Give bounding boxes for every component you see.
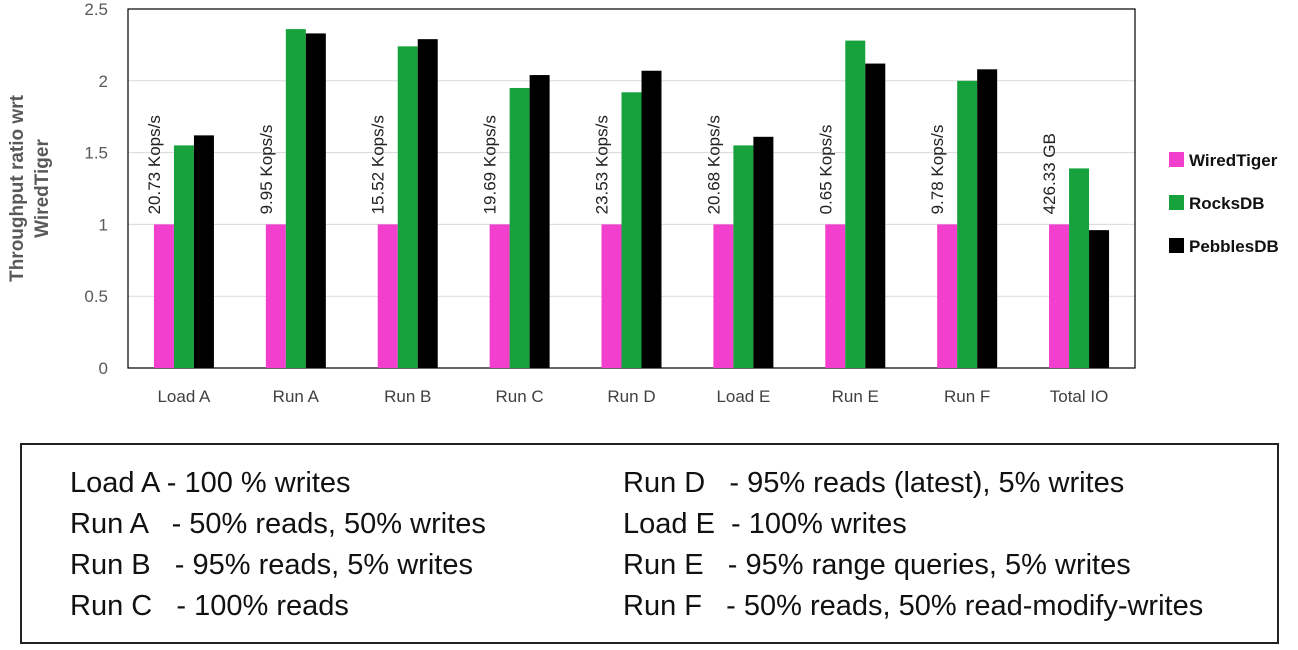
legend-swatch	[1169, 152, 1184, 167]
bar-wiredtiger	[825, 224, 846, 368]
bar-annotation: 23.53 Kops/s	[593, 115, 612, 214]
bar-pebblesdb	[305, 33, 326, 369]
x-tick-label: Run B	[384, 387, 431, 406]
x-tick-label: Run D	[607, 387, 655, 406]
bar-pebblesdb	[193, 135, 214, 368]
workload-legend-item: Load E - 100% writes	[623, 508, 907, 540]
bar-annotation: 426.33 GB	[1040, 133, 1059, 214]
bar-wiredtiger	[1049, 224, 1070, 368]
bar-annotation: 9.95 Kops/s	[257, 125, 276, 215]
bar-pebblesdb	[1089, 230, 1110, 368]
y-tick-label: 2	[99, 72, 108, 91]
bar-rocksdb	[1069, 168, 1090, 368]
bar-pebblesdb	[977, 69, 998, 368]
workload-legend-item: Run F - 50% reads, 50% read-modify-write…	[623, 590, 1204, 622]
bar-wiredtiger	[265, 224, 286, 368]
y-axis-label: WiredTiger	[32, 139, 53, 238]
bar-rocksdb	[845, 40, 866, 368]
legend-swatch	[1169, 195, 1184, 210]
bar-annotation: 20.73 Kops/s	[145, 115, 164, 214]
bar-pebblesdb	[753, 136, 774, 368]
bar-pebblesdb	[417, 39, 438, 368]
bar-rocksdb	[733, 145, 754, 368]
x-tick-label: Total IO	[1050, 387, 1109, 406]
bar-annotation: 19.69 Kops/s	[481, 115, 500, 214]
bar-wiredtiger	[377, 224, 398, 368]
bar-annotation: 15.52 Kops/s	[369, 115, 388, 214]
bar-rocksdb	[509, 87, 530, 368]
y-axis-label: Throughput ratio wrt	[7, 94, 28, 281]
legend-swatch	[1169, 238, 1184, 253]
x-tick-label: Run F	[944, 387, 990, 406]
x-tick-label: Run A	[273, 387, 320, 406]
bar-pebblesdb	[641, 70, 662, 369]
bar-annotation: 9.78 Kops/s	[928, 125, 947, 215]
x-tick-label: Load E	[716, 387, 770, 406]
y-tick-label: 1.5	[84, 144, 108, 163]
bar-annotation: 20.68 Kops/s	[704, 115, 723, 214]
x-tick-label: Run C	[496, 387, 544, 406]
bar-annotation: 0.65 Kops/s	[816, 125, 835, 215]
bar-wiredtiger	[601, 224, 622, 368]
legend-label: RocksDB	[1189, 194, 1265, 213]
bar-wiredtiger	[153, 224, 174, 368]
y-tick-label: 0.5	[84, 287, 108, 306]
bar-rocksdb	[173, 145, 194, 368]
workload-legend-item: Run E - 95% range queries, 5% writes	[623, 549, 1131, 581]
bar-rocksdb	[397, 46, 418, 368]
workload-legend-item: Run C - 100% reads	[70, 590, 349, 622]
workload-legend-box: Load A - 100 % writes Run A - 50% reads,…	[20, 443, 1279, 644]
y-tick-label: 2.5	[84, 0, 108, 19]
bar-pebblesdb	[529, 75, 550, 368]
x-tick-label: Load A	[157, 387, 211, 406]
legend-label: PebblesDB	[1189, 237, 1279, 256]
workload-legend-item: Load A - 100 % writes	[70, 467, 351, 499]
bar-wiredtiger	[937, 224, 958, 368]
bar-wiredtiger	[713, 224, 734, 368]
bar-rocksdb	[285, 29, 306, 368]
workload-legend-item: Run B - 95% reads, 5% writes	[70, 549, 473, 581]
y-tick-label: 0	[99, 359, 108, 378]
y-tick-label: 1	[99, 215, 108, 234]
bar-rocksdb	[621, 92, 642, 369]
legend-label: WiredTiger	[1189, 151, 1278, 170]
x-tick-label: Run E	[832, 387, 879, 406]
bar-wiredtiger	[489, 224, 510, 368]
bar-rocksdb	[957, 80, 978, 369]
workload-legend-item: Run A - 50% reads, 50% writes	[70, 508, 486, 540]
bar-pebblesdb	[865, 63, 886, 369]
workload-legend-item: Run D - 95% reads (latest), 5% writes	[623, 467, 1125, 499]
